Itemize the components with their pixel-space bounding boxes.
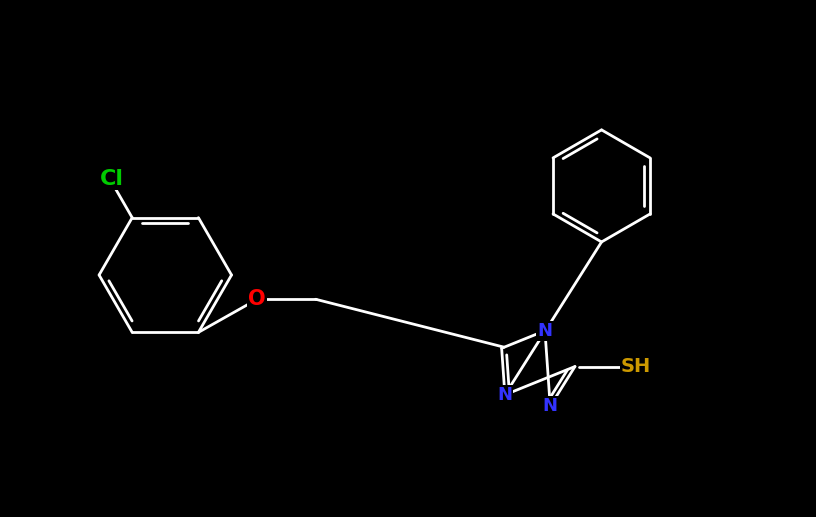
- Text: N: N: [498, 386, 512, 404]
- Text: SH: SH: [621, 357, 651, 376]
- Text: Cl: Cl: [100, 169, 124, 189]
- Text: N: N: [538, 322, 552, 340]
- Text: O: O: [248, 289, 266, 309]
- Text: N: N: [543, 397, 557, 415]
